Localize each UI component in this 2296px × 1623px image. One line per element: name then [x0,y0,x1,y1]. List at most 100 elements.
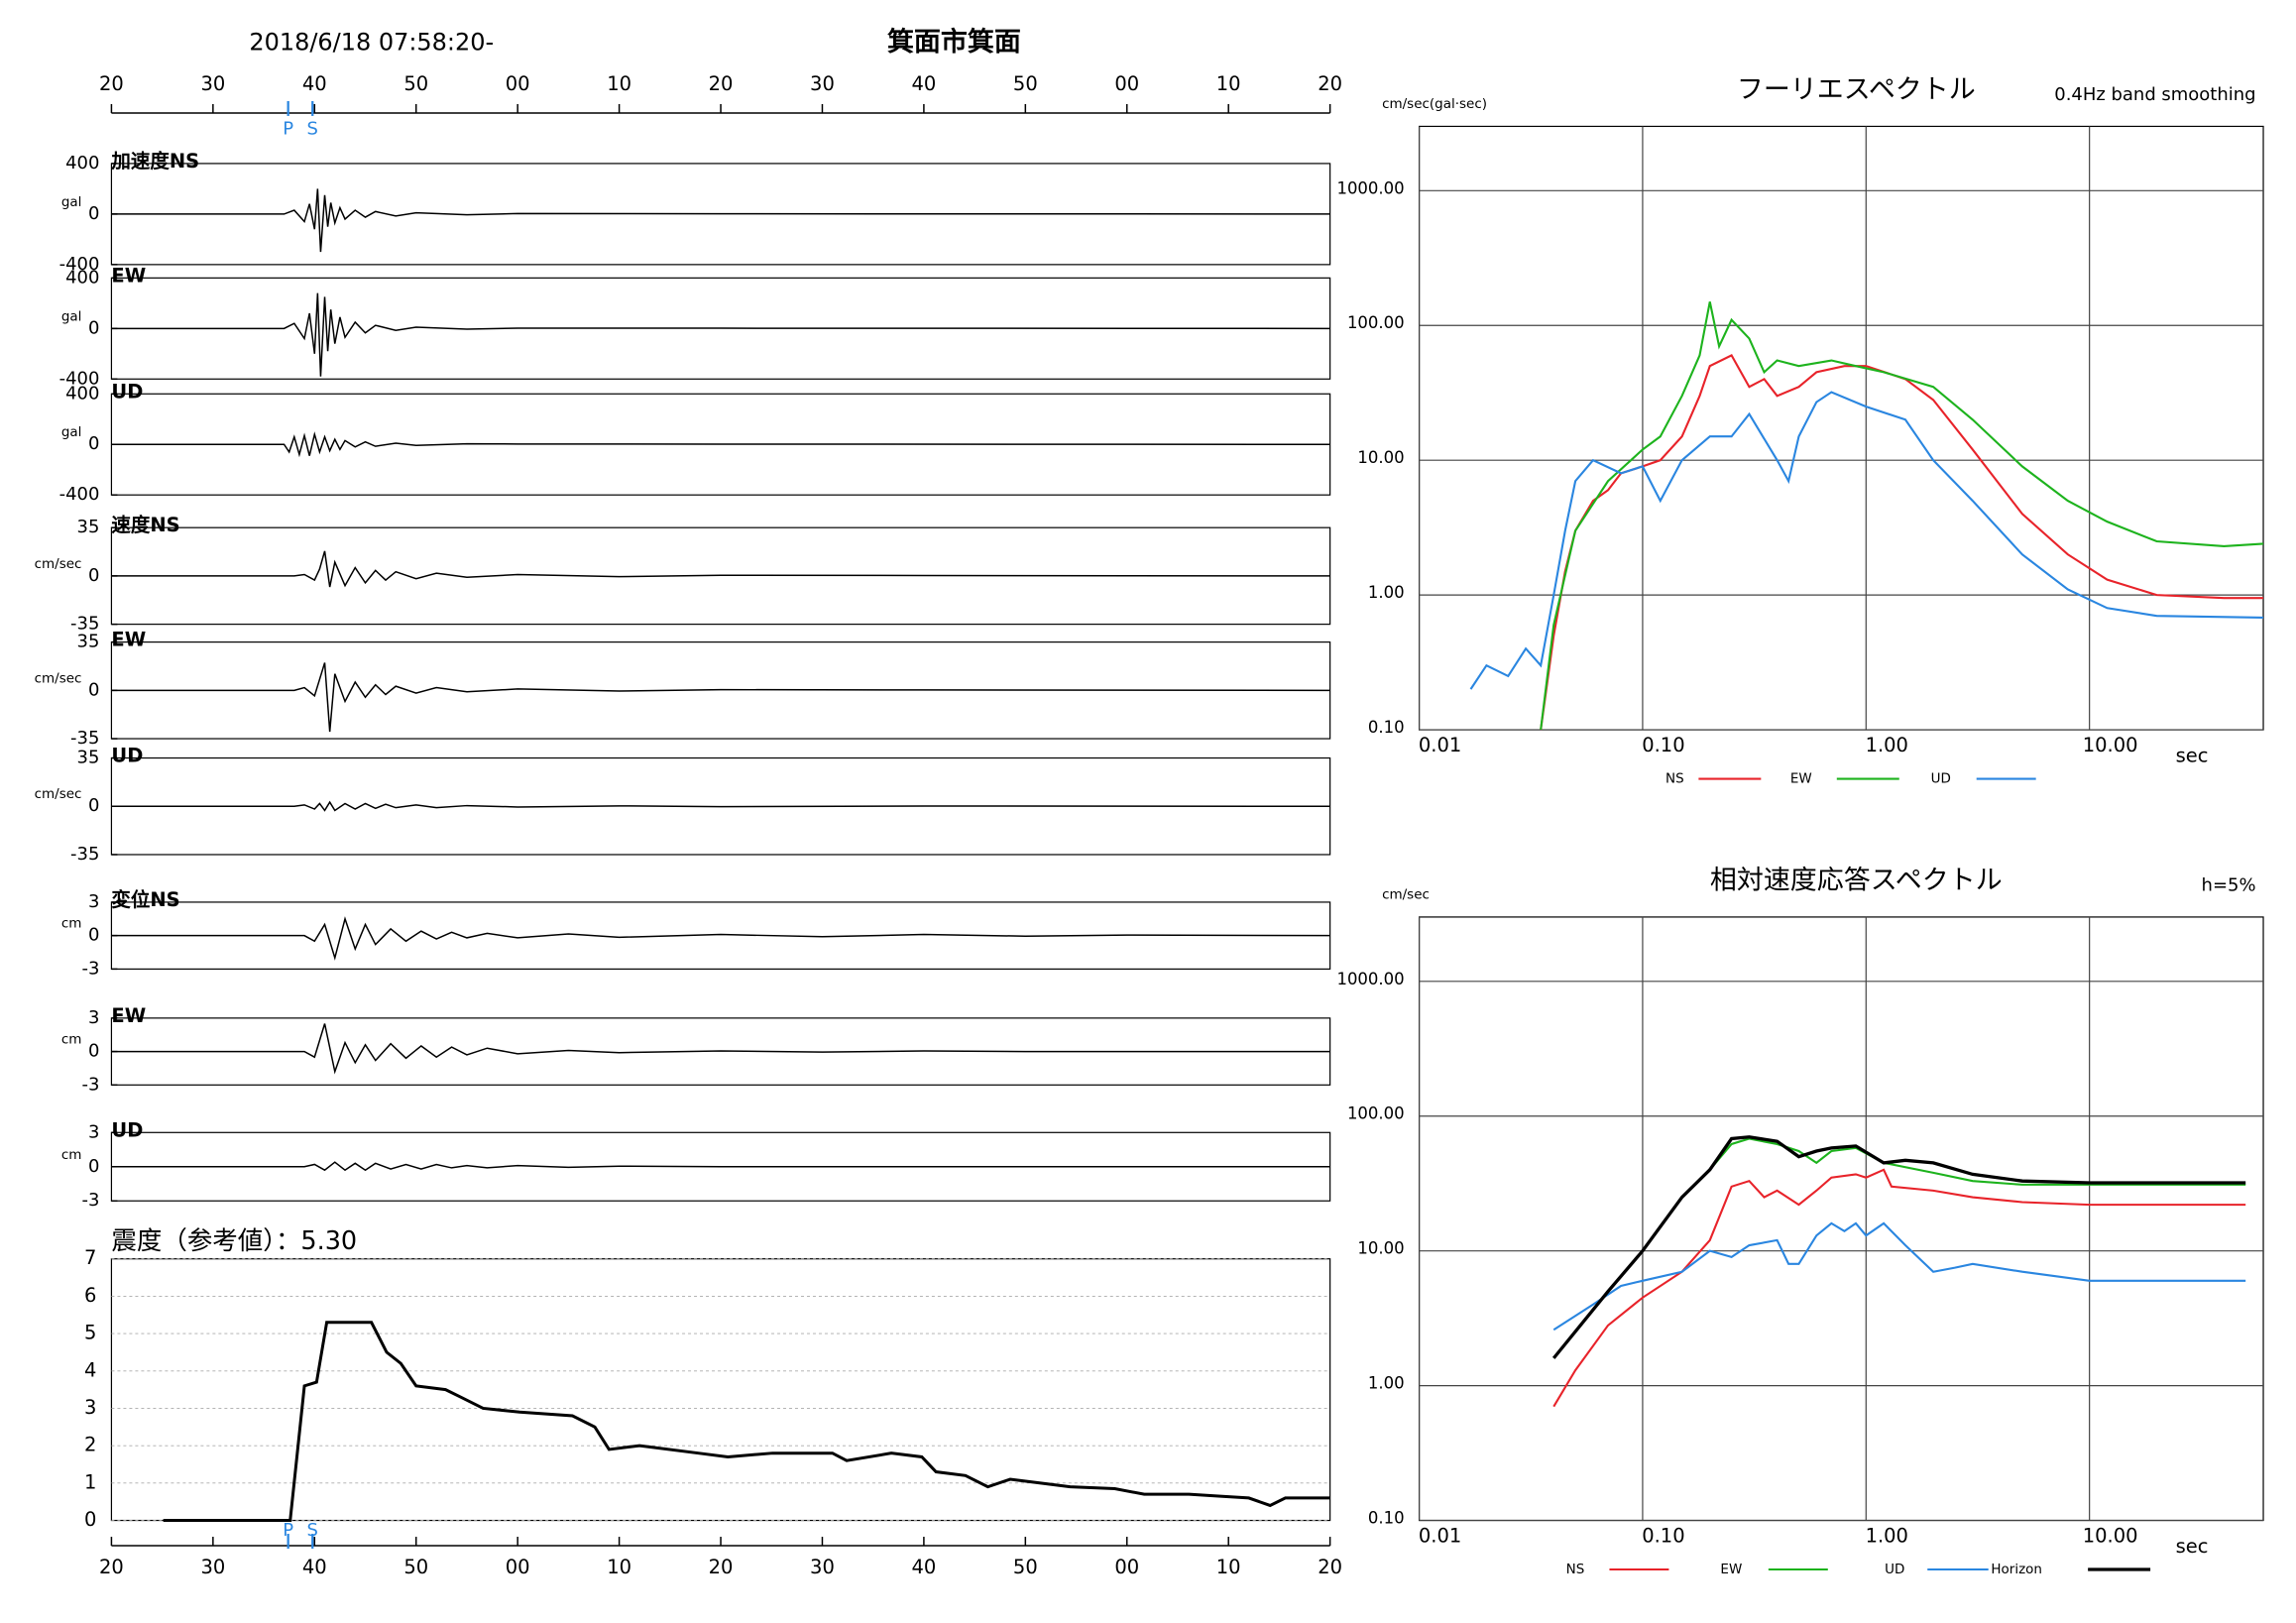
y-tick-label: 0 [88,433,99,454]
y-axis-unit: cm/sec [1382,886,1430,902]
y-tick-label: -35 [70,844,99,865]
y-tick-label: 0 [88,317,99,338]
y-tick-label: 6 [84,1284,96,1307]
y-tick-label: 0.10 [1368,1509,1405,1528]
spectrum-line [1552,1137,2246,1359]
y-tick-label: 0.10 [1368,718,1405,737]
spectrum-line [1551,1135,2246,1359]
time-tick-label: 10 [1216,72,1241,95]
y-tick-label: 0 [88,1156,99,1177]
y-tick-label: 1000.00 [1336,970,1404,988]
time-tick-label: 30 [810,72,835,95]
y-tick-label: 2 [84,1434,96,1456]
waveform [111,431,1330,458]
y-tick-label: 35 [77,748,100,768]
time-tick-label: 40 [302,72,327,95]
unit-label: gal [61,424,82,440]
y-tick-label: 400 [65,383,99,404]
unit-label: gal [61,194,82,210]
y-tick-label: 0 [88,203,99,224]
phase-label: S [307,1520,318,1541]
time-tick-label: 10 [1216,1556,1241,1578]
y-tick-label: 100.00 [1347,1104,1405,1123]
phase-label: S [307,118,318,139]
waveform [111,1161,1330,1172]
unit-label: cm [61,1147,82,1163]
time-tick-label: 00 [1114,72,1139,95]
time-tick-label: 50 [403,1556,428,1578]
intensity-line [163,1321,1330,1523]
unit-label: cm/sec [35,786,82,802]
y-tick-label: -3 [82,958,100,979]
waveform [111,916,1330,961]
legend-label: NS [1566,1562,1585,1577]
y-tick-label: 0 [88,1041,99,1062]
unit-label: cm [61,1032,82,1048]
time-tick-label: 50 [403,72,428,95]
y-tick-label: 3 [88,891,99,912]
time-tick-label: 40 [302,1556,327,1578]
y-tick-label: 10.00 [1357,1239,1404,1258]
y-tick-label: 0 [88,795,99,816]
waveform [111,292,1330,377]
x-tick-label: 1.00 [1866,1525,1908,1548]
y-tick-label: 0 [88,679,99,700]
y-tick-label: -3 [82,1190,100,1211]
y-tick-label: 35 [77,632,100,652]
waveform [111,1023,1330,1075]
time-tick-label: 50 [1013,1556,1038,1578]
time-tick-label: 50 [1013,72,1038,95]
y-tick-label: 400 [65,267,99,288]
unit-label: gal [61,308,82,324]
channel-label: EW [111,629,146,651]
time-tick-label: 30 [810,1556,835,1578]
unit-label: cm/sec [35,670,82,686]
y-tick-label: 0 [88,565,99,586]
x-axis-unit: sec [2176,1535,2209,1558]
channel-label: EW [111,1004,146,1027]
waveform [111,800,1330,812]
intensity-title: 震度（参考値）：5.30 [111,1226,357,1256]
time-tick-label: 00 [506,1556,530,1578]
y-tick-label: 3 [88,1121,99,1142]
time-tick-label: 20 [1318,1556,1342,1578]
phase-label: P [283,118,293,139]
time-tick-label: 30 [200,72,225,95]
time-tick-label: 20 [709,72,734,95]
time-tick-label: 30 [200,1556,225,1578]
y-tick-label: 1.00 [1368,583,1405,602]
chart-title: フーリエスペクトル [1737,74,1976,105]
y-tick-label: 1000.00 [1336,178,1404,197]
chart-subtitle: h=5% [2202,874,2256,895]
datetime: 2018/6/18 07:58:20- [249,29,494,57]
y-axis-unit: cm/sec(gal·sec) [1382,96,1487,112]
time-tick-label: 20 [1318,72,1342,95]
y-tick-label: 3 [84,1396,96,1419]
y-tick-label: -400 [59,254,100,275]
channel-label: 変位NS [111,888,179,911]
y-tick-label: -400 [59,368,100,389]
x-tick-label: 0.01 [1419,734,1461,756]
channel-label: UD [111,745,143,767]
channel-label: 速度NS [111,514,179,536]
spectrum-line [1469,391,2264,690]
x-tick-label: 0.01 [1419,1525,1461,1548]
y-tick-label: 400 [65,153,99,174]
channel-label: EW [111,264,146,287]
plot-area [1418,916,2264,1522]
time-tick-label: 40 [912,1556,937,1578]
y-tick-label: 1.00 [1368,1374,1405,1393]
y-tick-label: -35 [70,614,99,635]
y-tick-label: 4 [84,1358,96,1381]
time-tick-label: 40 [912,72,937,95]
time-tick-label: 10 [607,1556,631,1578]
x-tick-label: 10.00 [2083,734,2138,756]
station: 箕面市箕面 [887,26,1021,58]
waveform [111,550,1330,588]
x-tick-label: 0.10 [1642,1525,1684,1548]
x-tick-label: 1.00 [1866,734,1908,756]
legend-label: Horizon [1991,1562,2042,1577]
x-axis-unit: sec [2176,745,2209,767]
y-tick-label: -35 [70,728,99,749]
